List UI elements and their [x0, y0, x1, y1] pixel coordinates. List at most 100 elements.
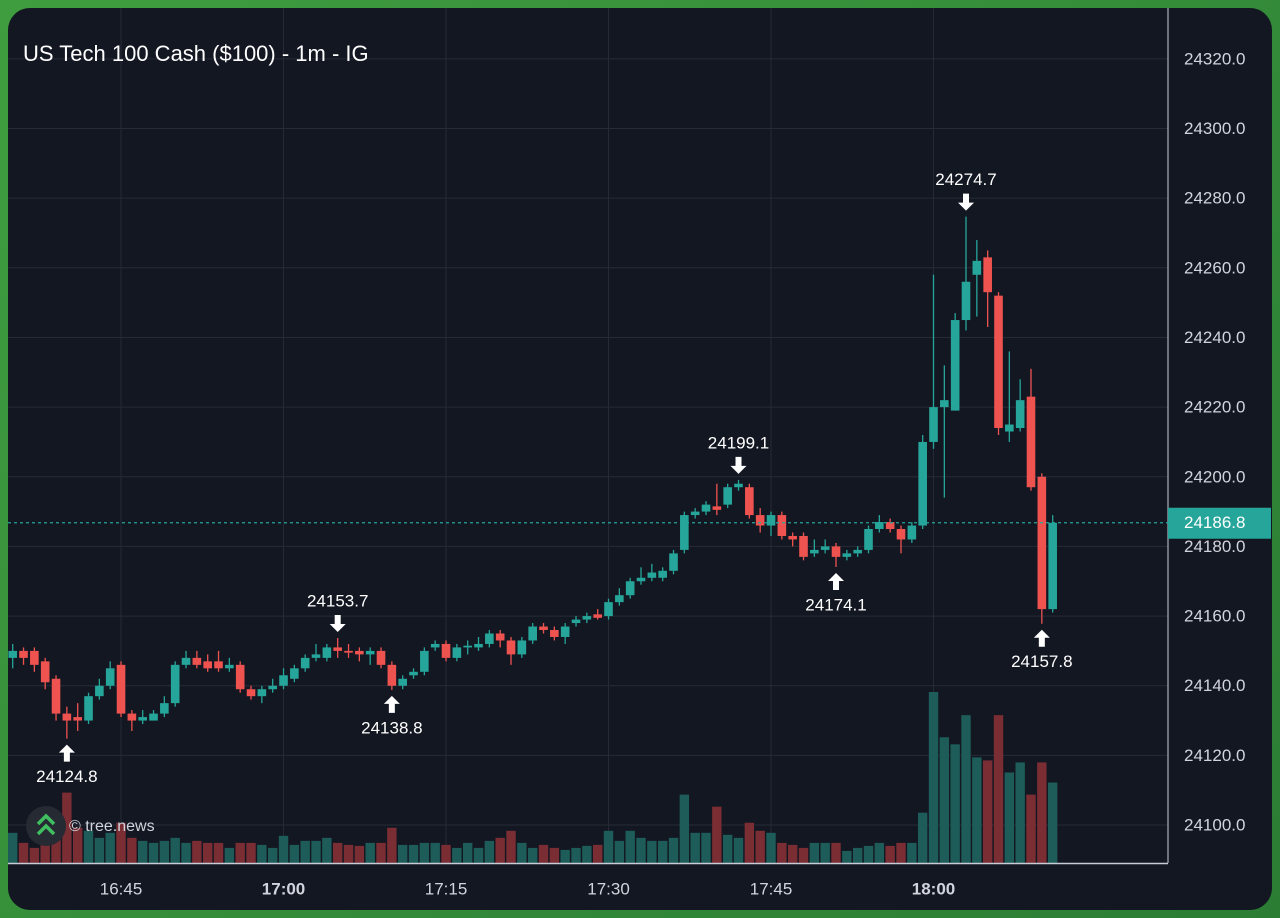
marker-label: 24138.8 — [361, 718, 422, 737]
volume-bar — [1047, 782, 1058, 863]
candle-body — [550, 630, 559, 637]
volume-bar — [527, 847, 538, 863]
volume-bar — [311, 840, 321, 863]
candle-body — [420, 650, 429, 672]
volume-bar — [733, 837, 744, 863]
candle-body — [745, 487, 754, 516]
candle-body — [539, 626, 548, 631]
candle-body — [333, 647, 342, 651]
volume-bar — [72, 827, 83, 863]
x-tick-label: 17:30 — [587, 879, 630, 898]
volume-bar — [343, 844, 354, 863]
candle-body — [127, 713, 137, 721]
candle-body — [398, 678, 407, 686]
volume-bar — [419, 842, 430, 863]
candle-body — [961, 281, 971, 321]
volume-bar — [657, 840, 668, 863]
volume-bar — [148, 842, 159, 863]
last-price-label: 24186.8 — [1184, 513, 1245, 532]
candle-body — [376, 650, 386, 665]
volume-bar — [387, 827, 397, 863]
candle-body — [636, 577, 646, 582]
volume-bar — [701, 832, 711, 863]
volume-bar — [852, 847, 863, 863]
volume-bar — [549, 847, 560, 863]
volume-bar — [473, 847, 484, 863]
candle-body — [929, 407, 938, 442]
volume-bar — [170, 837, 180, 863]
candle-body — [972, 260, 982, 275]
volume-bar — [116, 822, 126, 863]
candle-body — [777, 515, 787, 536]
volume-bar — [712, 806, 722, 863]
volume-bar — [246, 842, 256, 863]
volume-bar — [679, 794, 690, 863]
candle-body — [474, 643, 483, 648]
candle-body — [170, 664, 180, 704]
volume-bar — [289, 844, 300, 863]
volume-bar — [213, 842, 224, 863]
candle-body — [669, 553, 678, 571]
marker-label: 24157.8 — [1011, 652, 1072, 671]
candle-body — [495, 633, 505, 641]
volume-bar — [917, 812, 928, 863]
volume-bar — [8, 832, 18, 863]
candle-body — [593, 614, 602, 618]
candle-body — [788, 535, 797, 540]
candle-body — [506, 640, 516, 655]
candle-body — [831, 546, 841, 557]
volume-bar — [137, 840, 148, 863]
candle-body — [690, 511, 700, 516]
candle-body — [387, 664, 397, 686]
candle-body — [647, 572, 657, 578]
candle-body — [799, 535, 808, 557]
volume-bar — [972, 757, 982, 863]
marker-label: 24199.1 — [708, 433, 769, 452]
logo-icon — [36, 813, 56, 836]
candle-body — [680, 515, 689, 550]
volume-bar — [224, 847, 235, 863]
volume-bar — [874, 842, 885, 863]
volume-bar — [506, 830, 516, 863]
volume-bar — [592, 844, 603, 863]
candle-body — [907, 525, 917, 540]
candle-body — [658, 570, 667, 578]
candle-body — [322, 647, 332, 658]
candle-body — [409, 671, 418, 676]
y-tick-label: 24260.0 — [1184, 258, 1245, 277]
volume-bar — [690, 832, 700, 863]
volume-bar — [787, 844, 798, 863]
candle-body — [105, 668, 115, 686]
y-tick-label: 24320.0 — [1184, 49, 1245, 68]
volume-bar — [192, 840, 202, 863]
candle-body — [452, 647, 462, 658]
volume-bar — [181, 842, 191, 863]
volume-bar — [538, 844, 549, 863]
volume-bar — [560, 849, 570, 863]
volume-bar — [625, 830, 635, 863]
volume-bar — [441, 844, 451, 863]
candle-body — [755, 515, 765, 526]
candle-body — [940, 400, 949, 408]
volume-bar — [94, 837, 105, 863]
candle-body — [290, 668, 299, 679]
volume-bar — [397, 844, 408, 863]
volume-bar — [777, 842, 787, 863]
volume-bar — [614, 840, 625, 863]
volume-bar — [62, 792, 72, 863]
volume-bar — [582, 845, 592, 863]
candle-body — [160, 703, 169, 714]
candle-body — [918, 441, 927, 526]
volume-bar — [993, 715, 1004, 863]
x-tick-label: 18:00 — [912, 879, 955, 898]
volume-bar — [235, 842, 245, 863]
volume-bar — [755, 830, 765, 863]
marker-label: 24124.8 — [36, 767, 97, 786]
volume-bar — [831, 842, 841, 863]
candle-body — [1026, 396, 1036, 488]
candle-body — [853, 549, 862, 554]
candle-body — [430, 643, 440, 648]
volume-bar — [766, 832, 776, 863]
volume-layer — [8, 692, 1058, 863]
